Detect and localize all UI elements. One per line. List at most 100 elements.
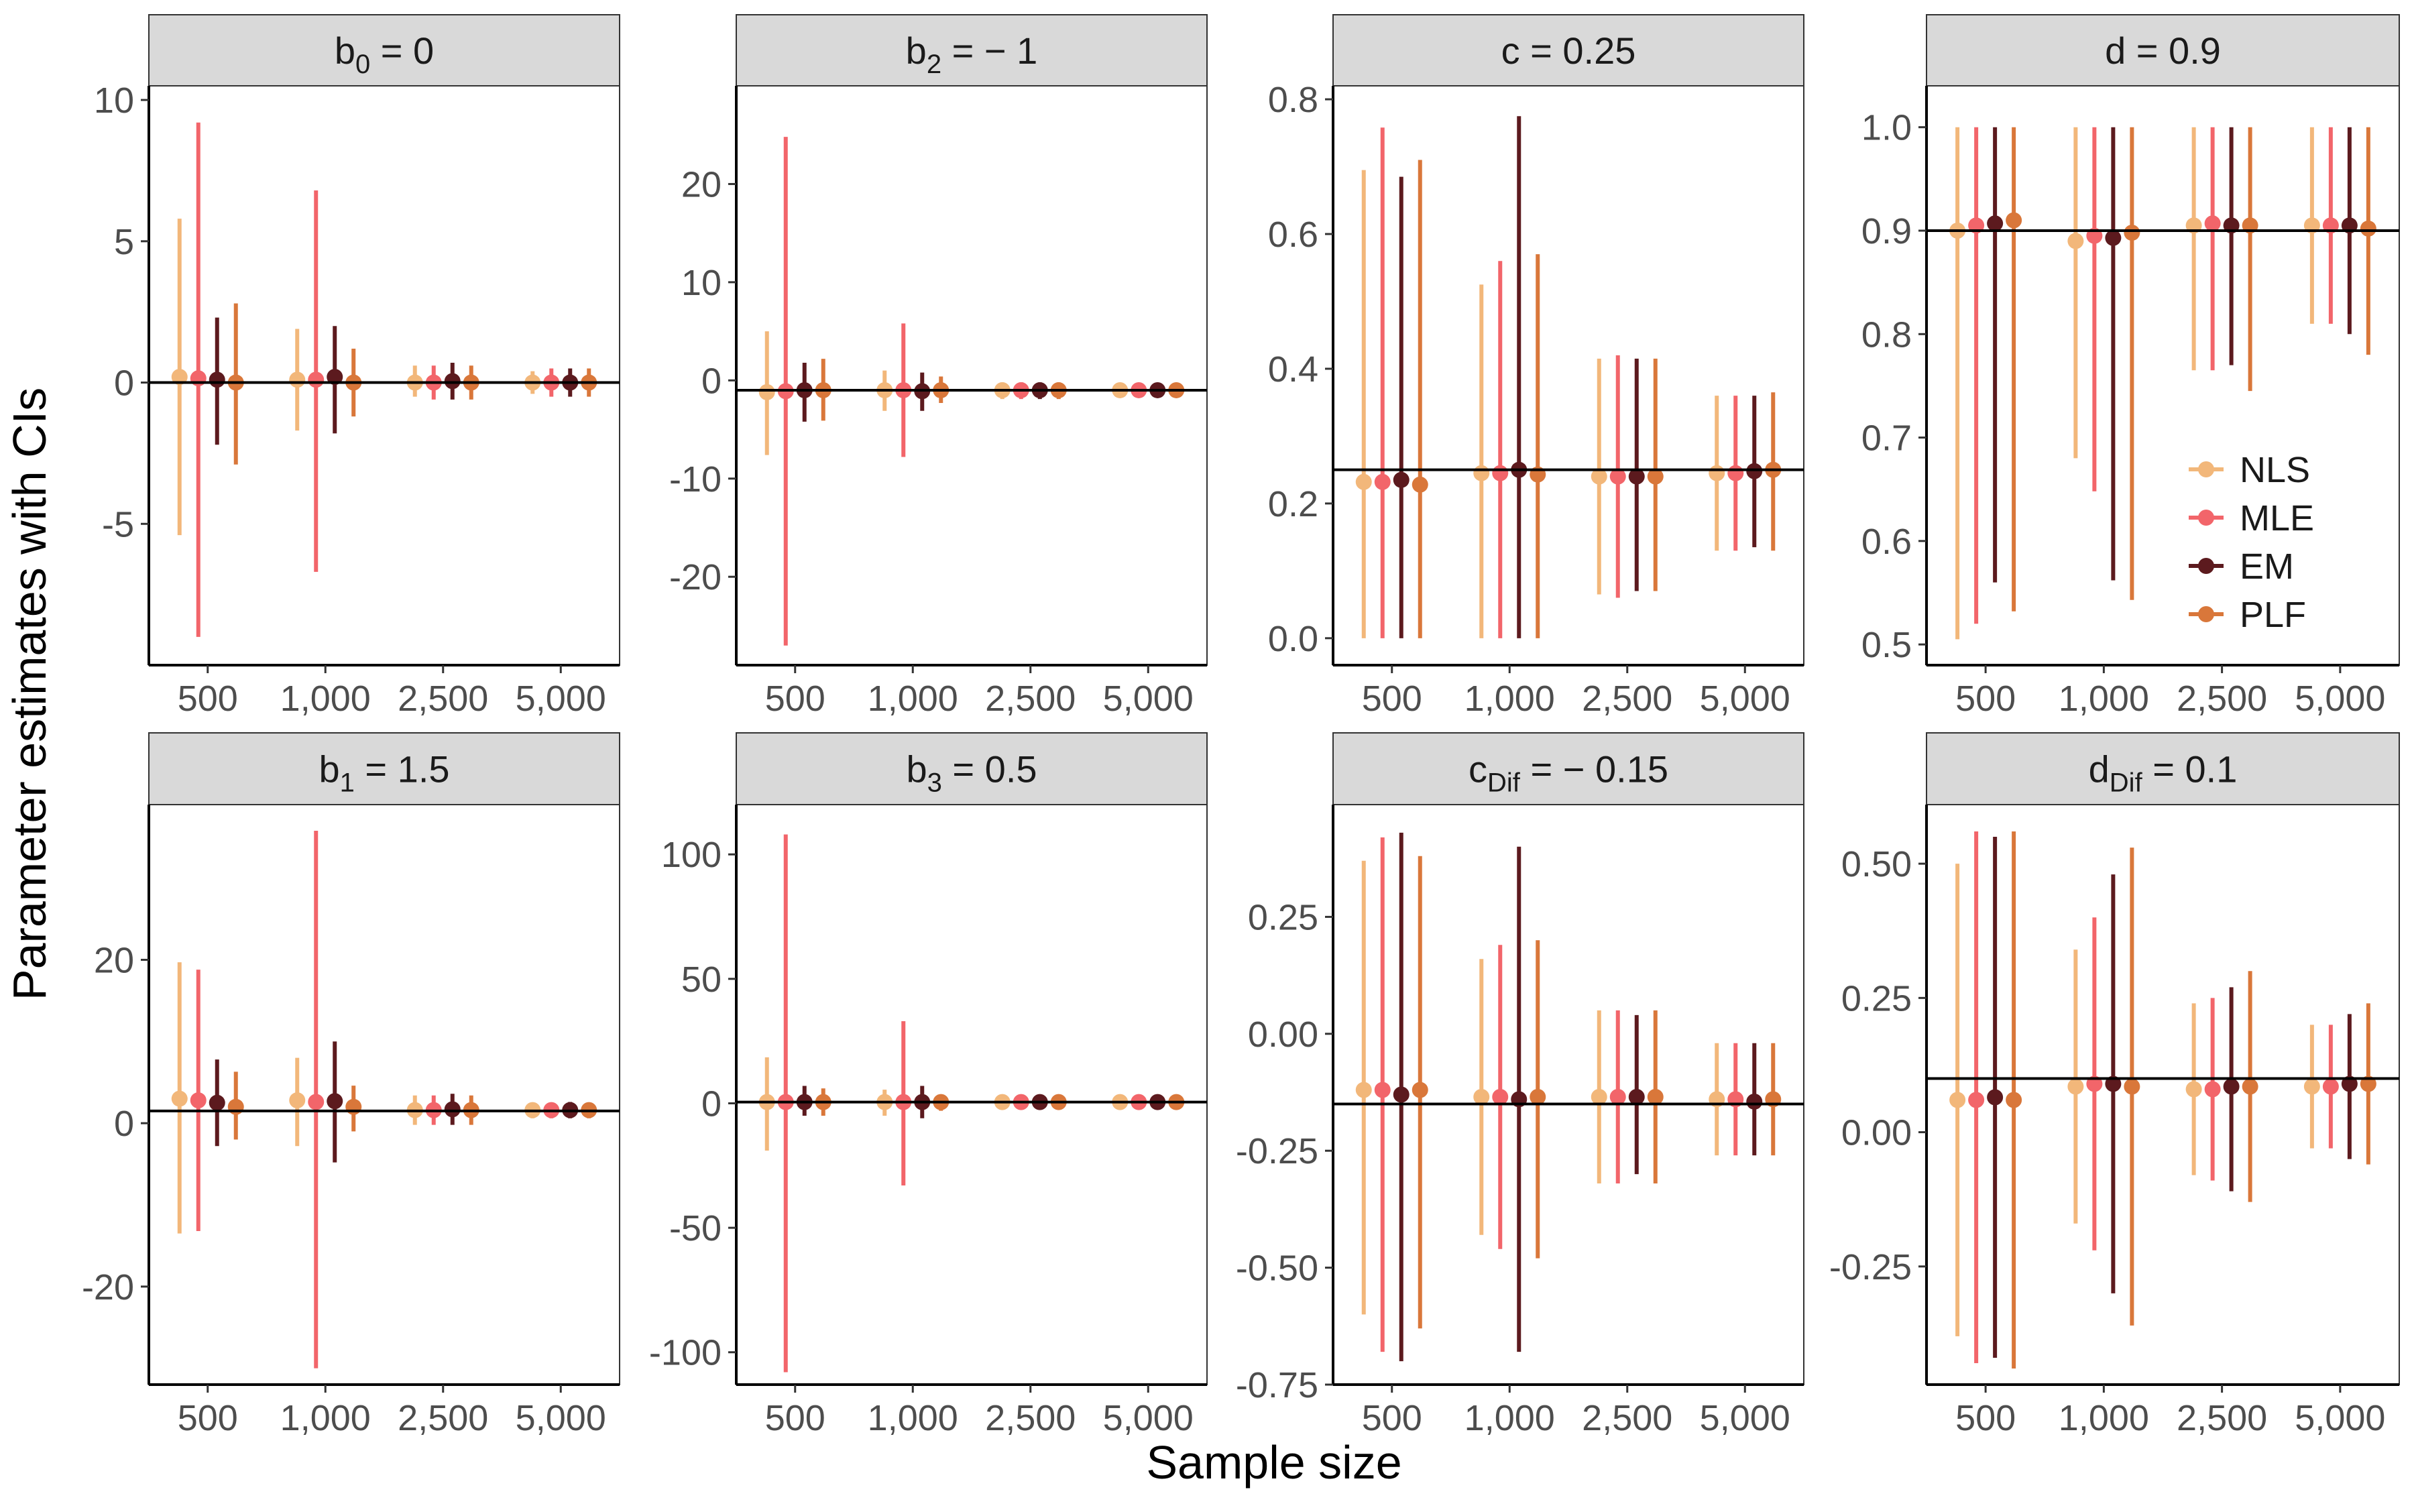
legend-label: MLE <box>2240 498 2314 538</box>
x-tick-label: 2,500 <box>1582 679 1672 719</box>
facet-title-rest: = 0 <box>370 30 434 72</box>
panel-1: b2 = − 1 20 10 0 -10 -20 500 1,000 2,500 5,000 <box>669 14 1208 719</box>
legend-label: NLS <box>2240 450 2310 490</box>
panel-6: cDif = − 0.15 0.25 0.00 -0.25 -0.50 -0.75 500 1… <box>1236 732 1804 1438</box>
point-mle <box>2204 1081 2221 1098</box>
point-em <box>209 1094 225 1111</box>
point-em <box>209 371 225 388</box>
point-nls <box>1949 1092 1966 1108</box>
facet-title: dDif = 0.1 <box>2089 748 2238 798</box>
plot-area <box>736 85 1208 666</box>
x-tick-label: 500 <box>178 679 238 719</box>
y-tick-label: 5 <box>114 222 134 262</box>
point-nls <box>2067 233 2084 249</box>
y-tick-label: -5 <box>102 504 134 544</box>
point-mle <box>190 1092 207 1109</box>
point-nls <box>1473 1088 1490 1105</box>
point-em <box>327 369 343 386</box>
x-tick-label: 500 <box>765 1398 825 1438</box>
facet-title-subscript: 2 <box>927 50 941 79</box>
point-plf <box>2006 212 2022 229</box>
y-tick-label: -20 <box>82 1267 134 1307</box>
point-nls <box>289 1092 306 1109</box>
point-em <box>1987 1089 2004 1106</box>
point-plf <box>227 1098 244 1115</box>
facet-title-base: b <box>906 748 927 791</box>
facet-title-base: d <box>2105 30 2126 72</box>
y-tick-label: 0 <box>701 361 722 401</box>
facet-title: d = 0.9 <box>2105 30 2221 72</box>
point-plf <box>2124 1078 2140 1095</box>
x-tick-label: 1,000 <box>1464 1398 1555 1438</box>
point-nls <box>171 369 188 386</box>
point-em <box>1987 215 2004 232</box>
x-tick-label: 1,000 <box>1464 679 1555 719</box>
x-tick-label: 2,500 <box>985 679 1076 719</box>
facet-title-base: d <box>2089 748 2110 791</box>
point-plf <box>2360 1075 2376 1092</box>
y-tick-label: 0.6 <box>1268 215 1318 255</box>
point-nls <box>289 371 306 388</box>
point-nls <box>1591 468 1607 485</box>
facet-title-rest: = 0.5 <box>942 748 1037 791</box>
point-plf <box>1412 476 1428 493</box>
facet-title-rest: = 0.9 <box>2126 30 2221 72</box>
point-nls <box>2067 1078 2084 1095</box>
y-tick-label: -100 <box>649 1333 722 1373</box>
point-nls <box>1355 1082 1372 1098</box>
point-plf <box>1647 468 1664 485</box>
y-tick-label: 0.8 <box>1861 314 1912 355</box>
point-em <box>327 1093 343 1110</box>
y-tick-label: 10 <box>681 263 722 303</box>
point-mle <box>1492 1088 1509 1105</box>
y-tick-label: 0.25 <box>1841 978 1912 1019</box>
facet-title-subscript: Dif <box>1487 768 1521 798</box>
point-mle <box>1492 465 1509 481</box>
legend-label: PLF <box>2240 595 2306 635</box>
facet-strip <box>148 732 620 805</box>
x-tick-label: 1,000 <box>868 679 958 719</box>
point-plf <box>1412 1082 1428 1098</box>
point-mle <box>308 371 325 388</box>
y-tick-label: 10 <box>94 80 134 121</box>
point-mle <box>1609 468 1626 485</box>
point-em <box>1746 1093 1763 1110</box>
facet-title-rest: = 1.5 <box>355 748 450 791</box>
x-tick-label: 1,000 <box>280 679 371 719</box>
point-plf <box>2360 220 2376 237</box>
legend-label: EM <box>2240 546 2294 587</box>
facet-title-base: b <box>319 748 339 791</box>
legend-item-em: EM <box>2189 546 2294 587</box>
point-nls <box>758 384 775 400</box>
y-tick-label: 0.7 <box>1861 418 1912 459</box>
x-tick-label: 2,500 <box>398 679 488 719</box>
x-tick-label: 500 <box>1955 679 2016 719</box>
facet-title-base: b <box>906 30 927 72</box>
y-tick-label: 1.0 <box>1861 108 1912 148</box>
x-tick-label: 5,000 <box>1103 1398 1194 1438</box>
facet-title-rest: = 0.25 <box>1520 30 1636 72</box>
y-tick-label: 0 <box>114 363 134 404</box>
facet-title-base: c <box>1469 748 1487 791</box>
facet-title-base: b <box>335 30 355 72</box>
y-tick-label: 100 <box>661 835 722 875</box>
plot-area <box>1926 804 2400 1385</box>
plot-area <box>1332 804 1804 1385</box>
x-tick-label: 5,000 <box>1700 1398 1790 1438</box>
point-nls <box>171 1090 188 1107</box>
legend-key-point <box>2198 606 2214 622</box>
y-tick-label: -50 <box>669 1208 722 1248</box>
plot-area <box>148 85 620 666</box>
point-mle <box>1374 473 1391 490</box>
facet-title-subscript: Dif <box>2110 768 2143 798</box>
y-tick-label: 0.50 <box>1841 844 1912 884</box>
y-tick-label: 0.2 <box>1268 484 1318 524</box>
y-tick-label: 50 <box>681 959 722 1000</box>
facet-title: b1 = 1.5 <box>319 748 449 798</box>
x-tick-label: 5,000 <box>2295 679 2385 719</box>
x-tick-label: 1,000 <box>280 1398 371 1438</box>
y-axis-label: Parameter estimates with CIs <box>3 388 56 1000</box>
facet-strip <box>1332 14 1804 86</box>
